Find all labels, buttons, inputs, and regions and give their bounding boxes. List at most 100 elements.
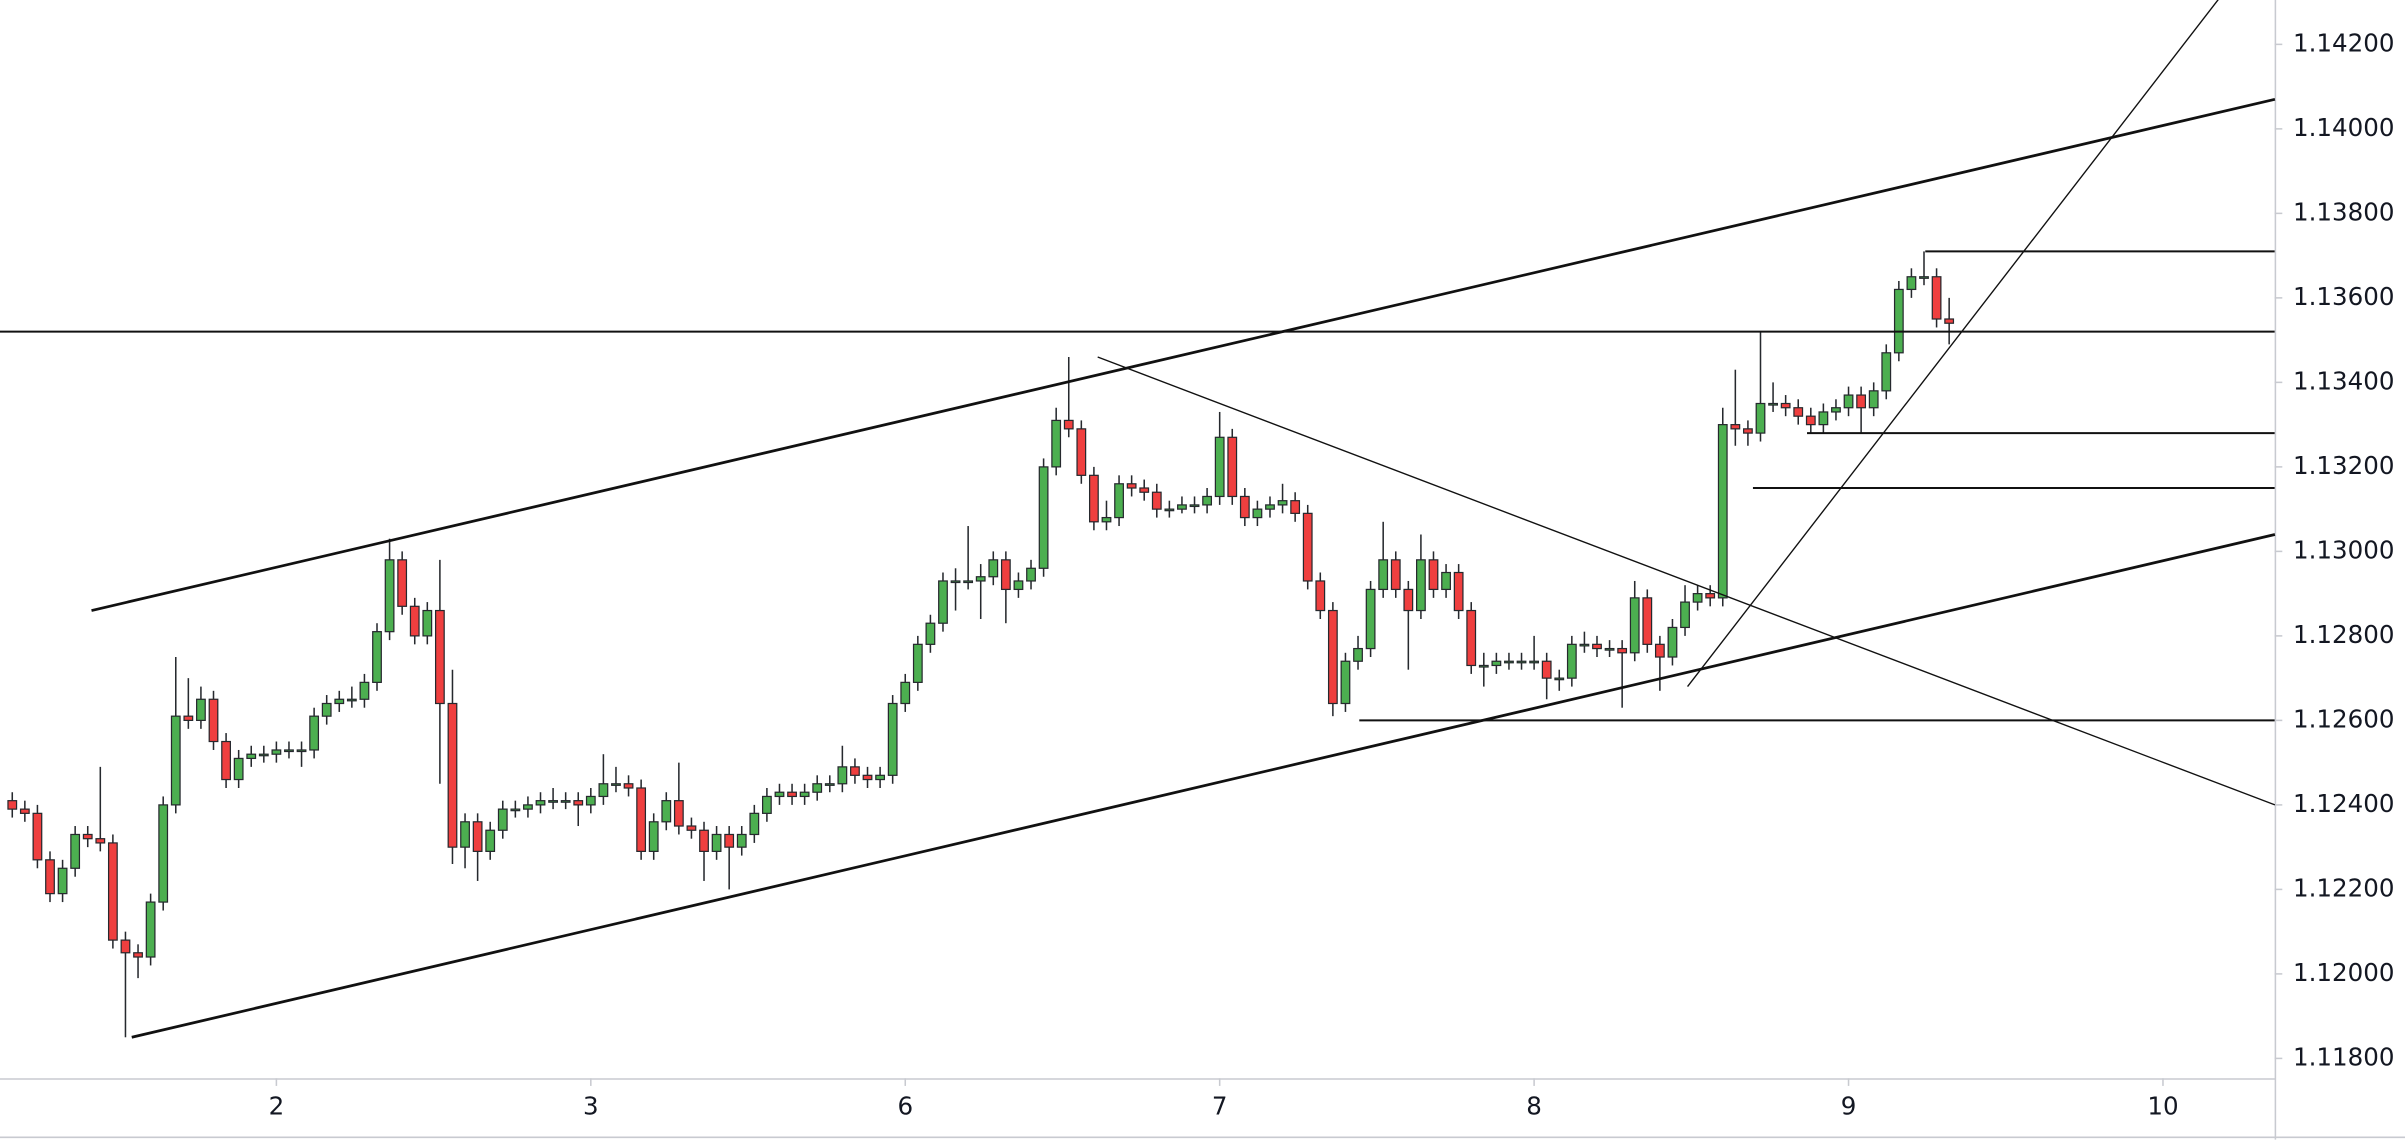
candle-body xyxy=(1327,609,1338,705)
candle-body xyxy=(359,681,370,700)
channel-line xyxy=(131,533,2276,1039)
candle-body xyxy=(1428,559,1439,591)
candle-body xyxy=(497,808,508,831)
candle-body xyxy=(1529,660,1540,664)
y-tick-label: 1.12400 xyxy=(2293,789,2394,818)
candle-body xyxy=(485,829,496,852)
candle-body xyxy=(1780,402,1791,409)
candle-body xyxy=(1151,491,1162,510)
candle-body xyxy=(1629,597,1640,654)
candle-body xyxy=(1504,660,1514,664)
candle-body xyxy=(19,808,30,814)
candle-body xyxy=(1466,609,1477,667)
candle-body xyxy=(837,766,848,785)
candle-body xyxy=(1302,512,1313,582)
y-tick-label: 1.13800 xyxy=(2293,197,2394,226)
candle-body xyxy=(1177,504,1187,510)
candle-body xyxy=(1919,276,1929,279)
candle-body xyxy=(1189,504,1200,508)
candle-body xyxy=(32,812,43,861)
x-tick-label: 10 xyxy=(2147,1091,2178,1120)
y-tick-label: 1.12200 xyxy=(2293,873,2394,902)
candle-body xyxy=(598,783,609,798)
candle-body xyxy=(673,800,684,827)
candle-body xyxy=(1063,419,1074,430)
candle-body xyxy=(1000,559,1011,591)
candle-body xyxy=(1768,402,1778,406)
candle-body xyxy=(1315,580,1326,612)
candle-body xyxy=(1717,424,1728,599)
candle-body xyxy=(1139,487,1150,493)
candle-body xyxy=(397,559,408,607)
candle-body xyxy=(1026,567,1036,582)
candle-body xyxy=(334,698,345,705)
candle-body xyxy=(1390,559,1401,591)
candle-body xyxy=(1076,428,1087,476)
y-tick-label: 1.12000 xyxy=(2293,958,2394,987)
candle-body xyxy=(1617,647,1628,654)
candle-body xyxy=(1227,436,1238,498)
candle-body xyxy=(925,622,936,645)
candle-body xyxy=(1604,647,1615,651)
candle-body xyxy=(1101,516,1112,523)
candle-body xyxy=(523,804,533,810)
candle-body xyxy=(912,643,923,683)
candle-body xyxy=(535,800,546,806)
candle-body xyxy=(1353,647,1363,662)
candle-body xyxy=(1566,643,1577,679)
channel-line xyxy=(91,97,2276,612)
x-tick-label: 6 xyxy=(897,1091,913,1120)
candle-body xyxy=(372,631,382,683)
candle-body xyxy=(661,800,672,823)
candle-body xyxy=(258,753,269,757)
candle-body xyxy=(1805,415,1816,426)
candle-body xyxy=(1856,394,1867,409)
y-tick-label: 1.12800 xyxy=(2293,620,2394,649)
candle-body xyxy=(196,698,206,722)
candle-body xyxy=(1491,660,1502,667)
candle-body xyxy=(824,783,835,786)
candle-body xyxy=(510,808,521,812)
candle-body xyxy=(1214,436,1225,498)
candle-body xyxy=(1667,626,1678,658)
candle-body xyxy=(107,842,118,941)
candle-body xyxy=(1202,495,1213,506)
candle-body xyxy=(434,609,445,705)
candle-body xyxy=(284,749,294,753)
candle-body xyxy=(950,580,961,584)
y-tick-label: 1.14000 xyxy=(2293,113,2394,142)
candle-body xyxy=(648,821,659,852)
candle-body xyxy=(82,833,93,840)
candle-body xyxy=(1453,571,1464,612)
candle-body xyxy=(799,791,810,798)
candle-body xyxy=(1579,643,1590,647)
candle-body xyxy=(975,576,986,582)
y-tick-label: 1.14200 xyxy=(2293,28,2394,57)
candle-body xyxy=(1818,411,1829,426)
candle-body xyxy=(711,833,722,852)
candle-body xyxy=(409,605,420,637)
candle-body xyxy=(233,757,244,781)
candle-body xyxy=(472,821,483,852)
candle-body xyxy=(45,859,55,895)
candle-body xyxy=(1277,500,1288,506)
candle-body xyxy=(548,800,558,803)
candle-body xyxy=(875,774,886,781)
candle-body xyxy=(1793,407,1804,417)
candle-body xyxy=(1868,390,1879,409)
candle-body xyxy=(1906,276,1917,291)
candle-body xyxy=(938,580,948,624)
candle-body xyxy=(384,559,395,633)
x-tick-label: 7 xyxy=(1212,1091,1228,1120)
candle-body xyxy=(1730,424,1741,430)
candle-body xyxy=(749,812,760,836)
candle-body xyxy=(1378,559,1389,591)
candle-body xyxy=(1239,495,1250,519)
y-tick-label: 1.13400 xyxy=(2293,366,2394,395)
candle-body xyxy=(1365,588,1376,650)
candle-body xyxy=(1554,677,1565,681)
candle-body xyxy=(1441,571,1451,591)
candle-body xyxy=(850,766,860,776)
candle-body xyxy=(1931,276,1942,320)
candle-body xyxy=(1680,601,1690,629)
